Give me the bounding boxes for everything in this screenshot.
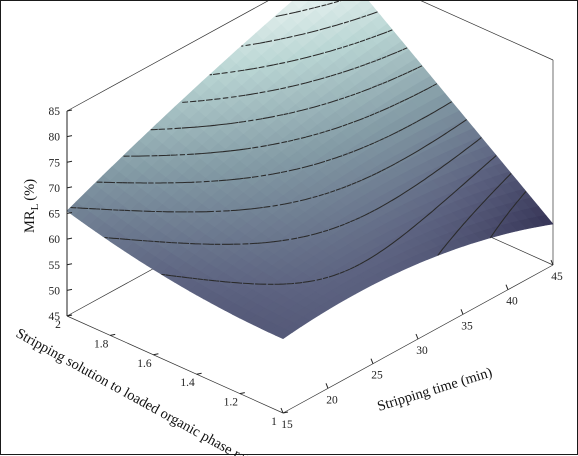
contour-line xyxy=(489,191,527,239)
x-tick xyxy=(550,259,554,266)
x-tick xyxy=(460,309,464,315)
contour-lines xyxy=(70,1,527,285)
contour-line xyxy=(437,173,512,256)
surface-patch xyxy=(338,1,344,4)
z-axis-label: MRL (%) xyxy=(22,179,41,233)
y-tick xyxy=(153,353,159,356)
x-tick-label: 30 xyxy=(416,345,428,357)
surface-patch xyxy=(275,328,293,340)
box-edge xyxy=(420,1,554,61)
contour-line xyxy=(70,119,467,213)
contour-line xyxy=(274,1,342,18)
x-tick xyxy=(505,284,509,290)
y-tick xyxy=(196,372,202,375)
x-tick xyxy=(325,383,329,389)
z-tick-label: 75 xyxy=(49,157,61,169)
z-tick-label: 80 xyxy=(49,132,61,144)
box-edge xyxy=(66,315,284,414)
x-tick-label: 15 xyxy=(281,419,293,431)
z-tick-label: 50 xyxy=(49,285,61,297)
y-tick xyxy=(110,333,116,336)
z-tick-label: 85 xyxy=(49,106,61,118)
x-tick-label: 35 xyxy=(461,320,473,332)
surface-patch xyxy=(353,1,363,6)
z-axis-label-unit: (%) xyxy=(22,179,38,201)
contour-line xyxy=(104,137,482,245)
response-surface xyxy=(66,1,554,340)
contour-line xyxy=(150,65,423,131)
x-tick-label: 20 xyxy=(326,394,338,406)
y-tick xyxy=(239,392,245,395)
z-tick-label: 70 xyxy=(49,183,61,195)
z-tick-label: 45 xyxy=(49,311,61,323)
x-tick-label: 40 xyxy=(506,296,518,308)
z-tick xyxy=(66,160,73,163)
y-tick-label: 1.8 xyxy=(94,338,109,350)
x-tick xyxy=(280,407,284,414)
contour-line xyxy=(209,29,393,76)
x-axis-label: Stripping time (min) xyxy=(375,365,494,415)
z-tick xyxy=(66,135,73,138)
contour-line xyxy=(179,47,408,104)
y-tick-label: 1 xyxy=(271,416,277,428)
y-tick-label: 1.2 xyxy=(224,397,239,409)
z-tick-label: 65 xyxy=(49,209,61,221)
y-tick-label: 1.4 xyxy=(180,377,195,389)
y-tick-label: 1.6 xyxy=(137,358,152,370)
x-tick-label: 45 xyxy=(551,271,563,283)
z-axis-label-sub: L xyxy=(29,203,41,210)
z-tick-label: 60 xyxy=(49,234,61,246)
contour-line xyxy=(122,83,438,157)
contour-line xyxy=(161,155,497,285)
contour-line xyxy=(241,11,378,47)
x-tick-label: 25 xyxy=(371,370,383,382)
z-tick xyxy=(66,237,73,240)
contour-line xyxy=(96,101,452,184)
x-tick xyxy=(370,358,374,364)
z-tick xyxy=(66,109,73,112)
z-tick-label: 55 xyxy=(49,260,61,272)
y-tick xyxy=(66,314,73,317)
box-edge xyxy=(66,1,269,112)
x-tick xyxy=(415,333,419,340)
y-tick-label: 2 xyxy=(55,319,61,331)
z-axis-label-main: MR xyxy=(22,210,38,233)
tick-marks: 45 50 55 60 65 70 75 80 85 15 20 25 30 35 40 45 1 1.2 1.4 1… xyxy=(49,106,564,431)
z-tick xyxy=(66,186,73,189)
z-tick xyxy=(66,263,73,266)
y-axis-label: Stripping solution to loaded organic pha… xyxy=(13,326,261,456)
z-tick xyxy=(66,212,73,214)
z-tick xyxy=(66,288,73,291)
y-tick xyxy=(282,411,289,414)
